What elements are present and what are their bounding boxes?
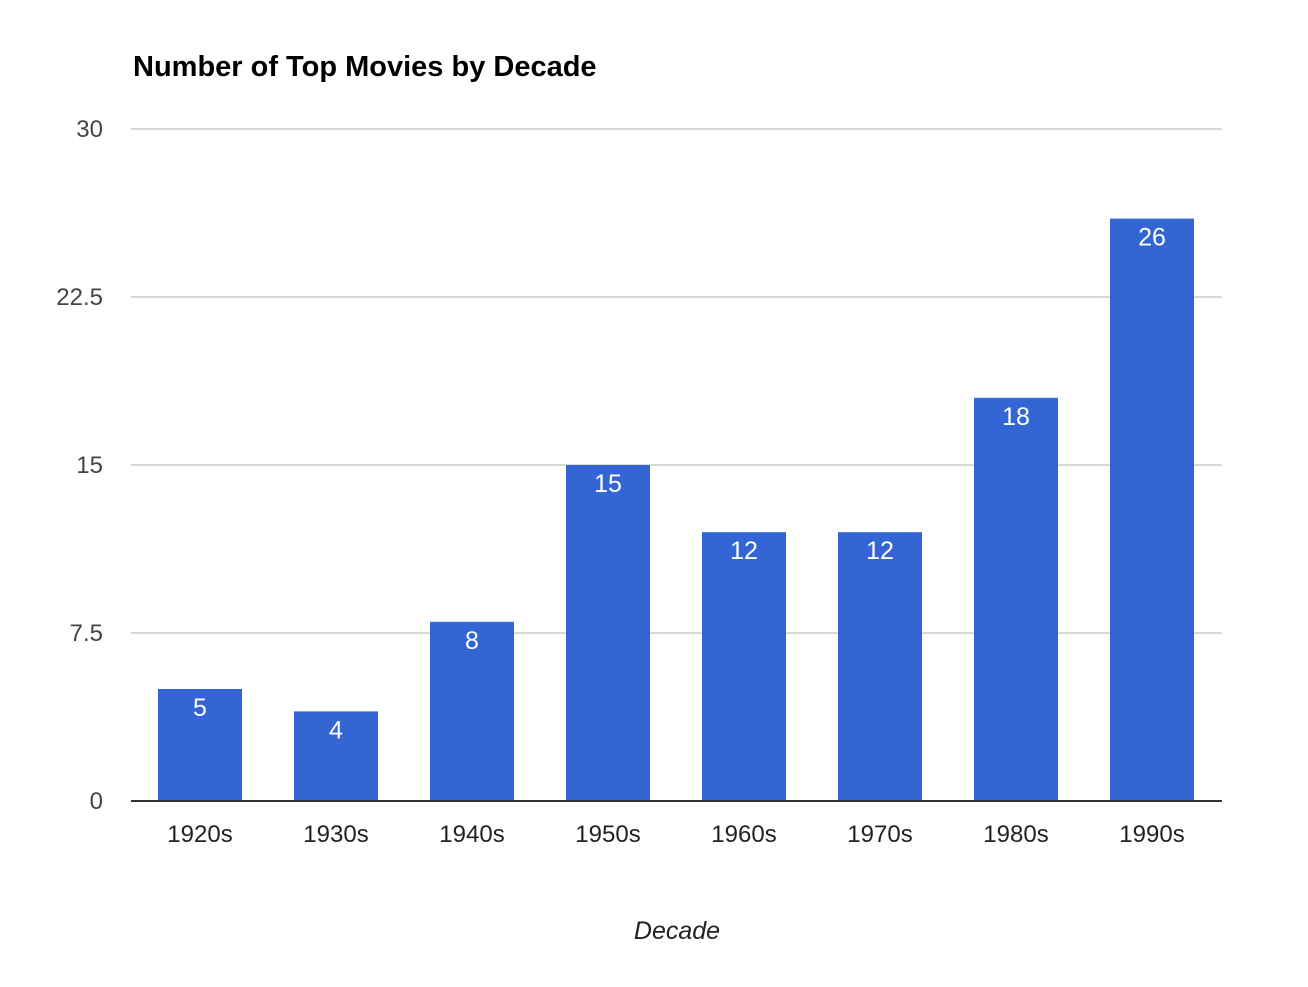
x-tick-label-1920s: 1920s [167, 821, 232, 848]
x-tick-label-1980s: 1980s [983, 821, 1048, 848]
bar-1960s [702, 532, 786, 801]
x-tick-label-1960s: 1960s [711, 821, 776, 848]
data-label-1920s: 5 [193, 694, 207, 722]
gridlines [131, 128, 1222, 634]
y-tick-label: 15 [76, 452, 103, 479]
bar-1940s [430, 621, 514, 801]
data-label-1950s: 15 [594, 470, 622, 498]
bar-1920s [158, 689, 242, 801]
y-axis-ticks: 0 7.5 15 22.5 30 [56, 116, 103, 815]
y-tick-label: 22.5 [56, 284, 103, 311]
x-tick-label-1940s: 1940s [439, 821, 504, 848]
bar-1930s [294, 711, 378, 801]
x-tick-label-1950s: 1950s [575, 821, 640, 848]
data-label-1980s: 18 [1002, 403, 1030, 431]
data-label-1930s: 4 [329, 716, 343, 744]
y-tick-label: 0 [90, 788, 103, 815]
data-label-1960s: 12 [730, 537, 758, 565]
data-label-1940s: 8 [465, 627, 479, 655]
x-axis-ticks: 1920s 1930s 1940s 1950s 1960s 1970s 1980s 1990s [167, 821, 1184, 848]
x-tick-label-1970s: 1970s [847, 821, 912, 848]
data-label-1990s: 26 [1138, 224, 1166, 252]
bar-1950s [566, 465, 650, 801]
data-labels: 5 4 8 15 12 12 18 26 [193, 224, 1166, 745]
bars [158, 218, 1194, 802]
x-tick-label-1990s: 1990s [1119, 821, 1184, 848]
y-tick-label: 30 [76, 116, 103, 143]
bar-1980s [974, 397, 1058, 801]
bar-1990s [1110, 218, 1194, 802]
data-label-1970s: 12 [866, 537, 894, 565]
x-tick-label-1930s: 1930s [303, 821, 368, 848]
y-tick-label: 7.5 [70, 620, 103, 647]
chart-title: Number of Top Movies by Decade [133, 51, 597, 83]
x-axis-label: Decade [634, 917, 720, 945]
bar-1970s [838, 532, 922, 801]
